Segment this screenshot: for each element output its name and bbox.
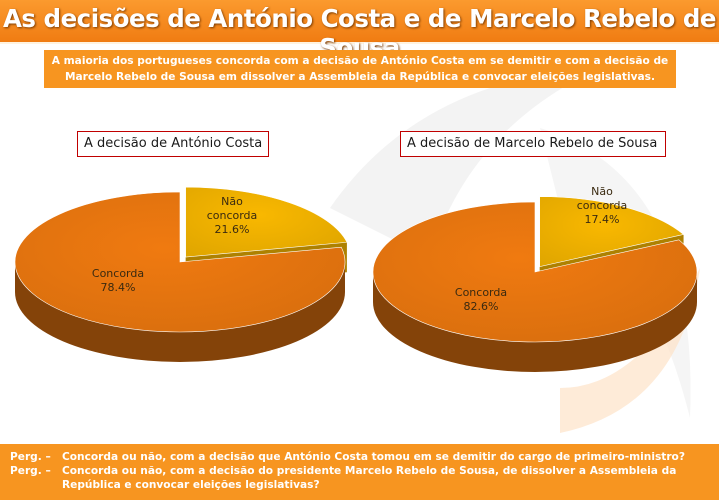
- question-prefix: Perg. –: [10, 465, 51, 477]
- pie-slice-side-costa: [15, 262, 345, 362]
- questions-panel: Perg. – Concorda ou não, com a decisão q…: [0, 444, 719, 500]
- pie-slice-concorda-costa: [14, 191, 346, 333]
- question-row: Perg. – Concorda ou não, com a decisão q…: [10, 450, 711, 464]
- question-row: Perg. – Concorda ou não, com a decisão d…: [10, 464, 711, 492]
- pie-slices-marcelo: [372, 196, 698, 372]
- data-label-nao-concorda-costa: Não concorda 21.6%: [207, 195, 258, 236]
- chart-title-marcelo: A decisão de Marcelo Rebelo de Sousa: [400, 131, 666, 157]
- data-label-nao-concorda-marcelo: Não concorda 17.4%: [577, 185, 628, 226]
- data-label-concorda-costa: Concorda 78.4%: [92, 267, 144, 294]
- pie-slices-costa: [14, 186, 348, 362]
- question-text: Concorda ou não, com a decisão do presid…: [62, 465, 677, 491]
- data-label-concorda-marcelo: Concorda 82.6%: [455, 286, 507, 313]
- pie-slice-side-marcelo: [373, 272, 697, 372]
- page-title: As decisões de António Costa e de Marcel…: [2, 4, 717, 62]
- question-text: Concorda ou não, com a decisão que Antón…: [62, 451, 685, 463]
- chart-title-costa: A decisão de António Costa: [77, 131, 269, 157]
- question-prefix: Perg. –: [10, 451, 51, 463]
- pie-slice-nao-concorda-costa: [185, 186, 348, 258]
- pie-slice-concorda-marcelo: [372, 201, 698, 343]
- summary-banner: A maioria dos portugueses concorda com a…: [44, 50, 676, 88]
- pie-slice-nao-concorda-marcelo: [539, 196, 685, 267]
- title-bar: As decisões de António Costa e de Marcel…: [0, 0, 719, 62]
